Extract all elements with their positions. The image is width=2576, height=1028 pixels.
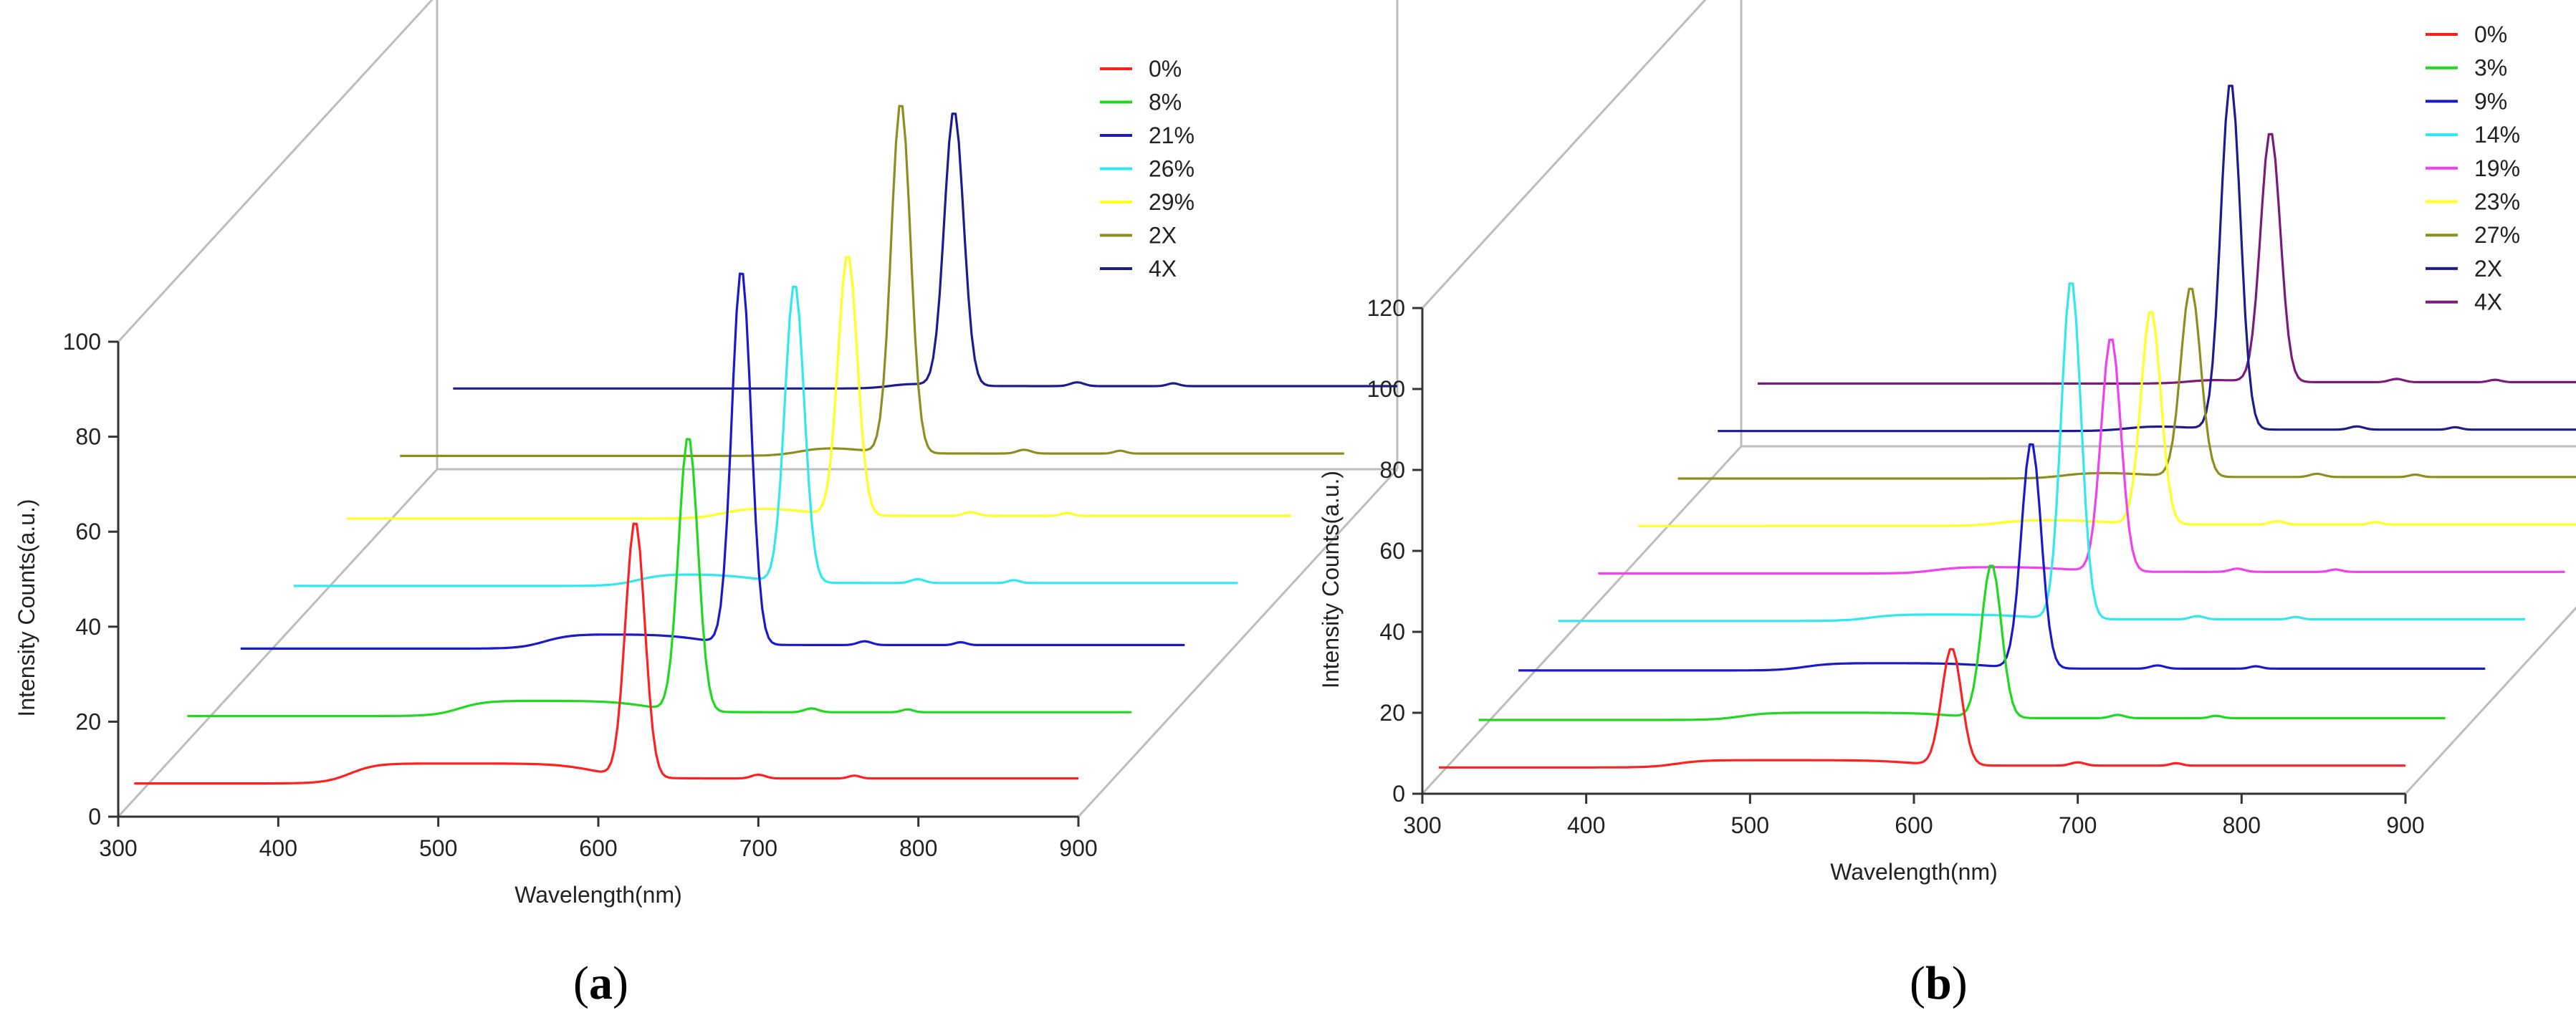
x-tick-label: 300: [1403, 812, 1441, 838]
x-tick-label: 600: [1895, 812, 1933, 838]
y-tick-label: 20: [1379, 700, 1405, 726]
series-line-27pct: [1677, 287, 2576, 480]
series-line-9pct: [1518, 443, 2486, 672]
y-tick-label: 80: [1379, 457, 1405, 483]
legend-label: 2X: [1149, 223, 1177, 249]
legend-label: 19%: [2474, 155, 2520, 181]
series-line-3pct: [1478, 565, 2446, 721]
box-edge: [1421, 0, 1707, 309]
series-line-8pct: [187, 438, 1132, 718]
panel-label-a: (a): [573, 957, 628, 1009]
y-tick-label: 60: [75, 519, 101, 544]
x-tick-label: 400: [259, 835, 297, 861]
series-line-0pct: [1438, 648, 2405, 769]
box-edge: [117, 0, 434, 343]
y-tick-label: 100: [63, 329, 101, 355]
series-line-26pct: [293, 285, 1238, 587]
x-tick-label: 800: [899, 835, 937, 861]
y-tick-label: 20: [75, 708, 101, 734]
y-tick-label: 0: [88, 804, 101, 830]
series-line-2X: [1718, 85, 2576, 433]
series-line-21pct: [240, 272, 1185, 650]
legend-label: 23%: [2474, 189, 2520, 215]
legend-label: 9%: [2474, 88, 2507, 114]
chart-panel-b: 300 400 500 600 700 800 900 0 20 40 60 80 100 120 Wave…: [1318, 0, 2576, 885]
series-line-14pct: [1558, 282, 2525, 623]
box-edge: [2404, 606, 2576, 795]
series-line-4X: [453, 112, 1397, 390]
legend-label: 8%: [1149, 90, 1182, 115]
legend-label: 2X: [2474, 256, 2502, 282]
x-axis-title: Wavelength(nm): [1830, 859, 1998, 885]
x-tick-label: 300: [99, 835, 137, 861]
y-tick-label: 80: [75, 424, 101, 450]
series-line-23pct: [1638, 311, 2576, 527]
legend-label: 29%: [1149, 189, 1194, 215]
legend-label: 4X: [1149, 256, 1177, 282]
legend-label: 27%: [2474, 222, 2520, 248]
x-tick-label: 500: [419, 835, 457, 861]
x-tick-label: 600: [579, 835, 617, 861]
legend-label: 0%: [2474, 21, 2507, 47]
y-tick-label: 40: [75, 614, 101, 640]
legend-label: 21%: [1149, 123, 1194, 148]
y-tick-label: 0: [1392, 781, 1405, 807]
series-line-4X: [1757, 133, 2576, 385]
legend-label: 14%: [2474, 122, 2520, 148]
series-line-2X: [400, 105, 1344, 458]
y-tick-label: 100: [1367, 376, 1405, 402]
x-tick-label: 500: [1731, 812, 1769, 838]
legend-label: 26%: [1149, 156, 1194, 182]
x-tick-label: 800: [2223, 812, 2261, 838]
y-tick-label: 120: [1367, 295, 1405, 321]
x-tick-label: 900: [2386, 812, 2424, 838]
legend-label: 3%: [2474, 55, 2507, 81]
x-tick-label: 700: [2059, 812, 2097, 838]
x-tick-label: 900: [1059, 835, 1097, 861]
legend-label: 4X: [2474, 289, 2502, 315]
y-tick-label: 60: [1379, 538, 1405, 564]
y-axis-title: Intensity Counts(a.u.): [14, 499, 39, 716]
box-edge: [1077, 468, 1399, 818]
panel-label-b: (b): [1910, 957, 1968, 1009]
series-line-19pct: [1598, 338, 2565, 575]
x-axis-title: Wavelength(nm): [514, 882, 682, 908]
series-line-29pct: [347, 256, 1291, 520]
y-axis-title: Intensity Counts(a.u.): [1318, 471, 1344, 688]
box-edge: [117, 468, 439, 818]
series-line-0pct: [134, 522, 1078, 785]
legend-label: 0%: [1149, 56, 1182, 82]
x-tick-label: 400: [1567, 812, 1605, 838]
chart-panel-a: 300 400 500 600 700 800 900 0 20 40 60 80 100 Wavelen…: [14, 0, 1399, 908]
y-tick-label: 40: [1379, 619, 1405, 645]
x-tick-label: 700: [739, 835, 777, 861]
